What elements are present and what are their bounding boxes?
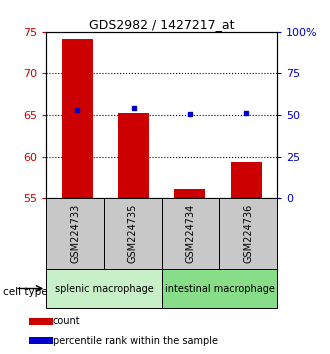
- Text: intestinal macrophage: intestinal macrophage: [165, 284, 274, 293]
- Text: cell type: cell type: [3, 287, 48, 297]
- Bar: [219, 198, 277, 269]
- Bar: [162, 198, 219, 269]
- Text: GSM224734: GSM224734: [185, 204, 196, 263]
- Text: GSM224736: GSM224736: [243, 204, 253, 263]
- Bar: [29, 318, 53, 325]
- Bar: [29, 337, 53, 344]
- Bar: [46, 269, 162, 308]
- Bar: [174, 189, 205, 198]
- Text: splenic macrophage: splenic macrophage: [54, 284, 153, 293]
- Text: count: count: [53, 316, 81, 326]
- Text: GSM224733: GSM224733: [70, 204, 80, 263]
- Bar: [104, 198, 162, 269]
- Bar: [62, 39, 93, 198]
- Bar: [46, 198, 104, 269]
- Text: GSM224735: GSM224735: [128, 204, 138, 263]
- Title: GDS2982 / 1427217_at: GDS2982 / 1427217_at: [89, 18, 234, 31]
- Bar: [231, 162, 262, 198]
- Bar: [118, 113, 149, 198]
- Bar: [162, 269, 277, 308]
- Text: percentile rank within the sample: percentile rank within the sample: [53, 336, 218, 346]
